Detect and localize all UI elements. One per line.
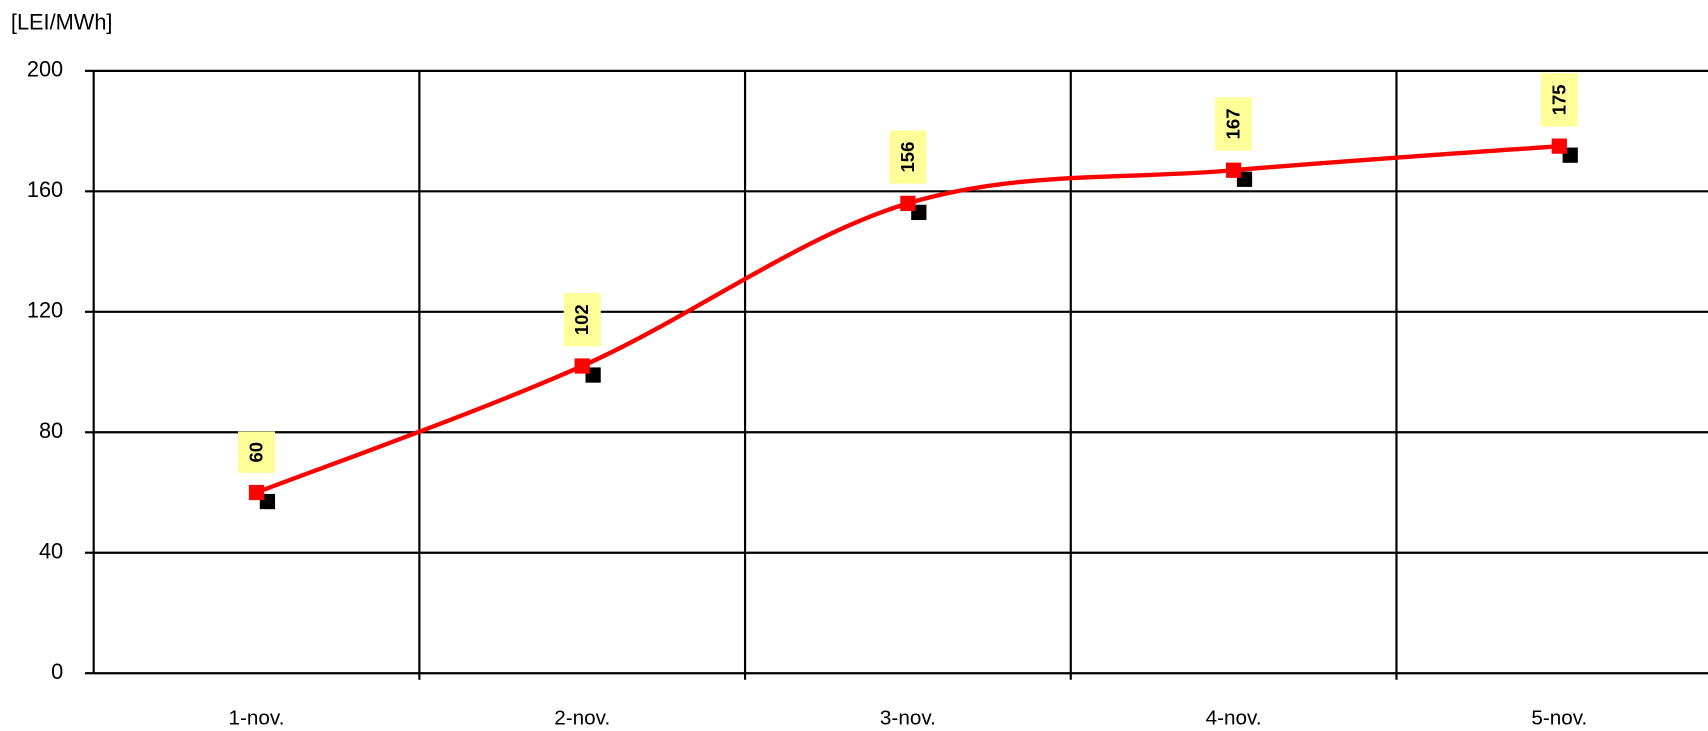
x-tick-label: 1-nov. — [229, 706, 285, 729]
y-tick-label: 40 — [39, 538, 63, 563]
data-label-box — [1215, 97, 1253, 151]
y-tick-label: 0 — [51, 659, 63, 684]
y-tick-label: 80 — [39, 418, 63, 443]
marker — [1551, 138, 1567, 154]
x-tick-label: 2-nov. — [554, 706, 610, 729]
marker — [248, 484, 265, 501]
y-tick-label: 120 — [27, 298, 63, 323]
y-axis-title: [LEI/MWh] — [11, 10, 113, 35]
data-label-box — [238, 431, 276, 473]
data-label-box — [1540, 73, 1578, 127]
data-label: 60 — [246, 442, 267, 463]
data-label-box — [563, 293, 601, 347]
y-tick-label: 160 — [27, 177, 63, 202]
data-label: 167 — [1223, 109, 1244, 140]
x-tick-label: 4-nov. — [1206, 706, 1262, 729]
data-label-box — [889, 130, 927, 184]
marker — [1225, 162, 1242, 178]
data-label: 156 — [897, 142, 918, 173]
y-tick-label: 200 — [27, 57, 63, 82]
data-label: 175 — [1548, 84, 1569, 115]
x-tick-label: 3-nov. — [880, 706, 936, 729]
marker — [900, 195, 916, 211]
x-tick-label: 5-nov. — [1531, 706, 1587, 729]
data-label: 102 — [571, 304, 592, 335]
marker — [574, 358, 590, 374]
